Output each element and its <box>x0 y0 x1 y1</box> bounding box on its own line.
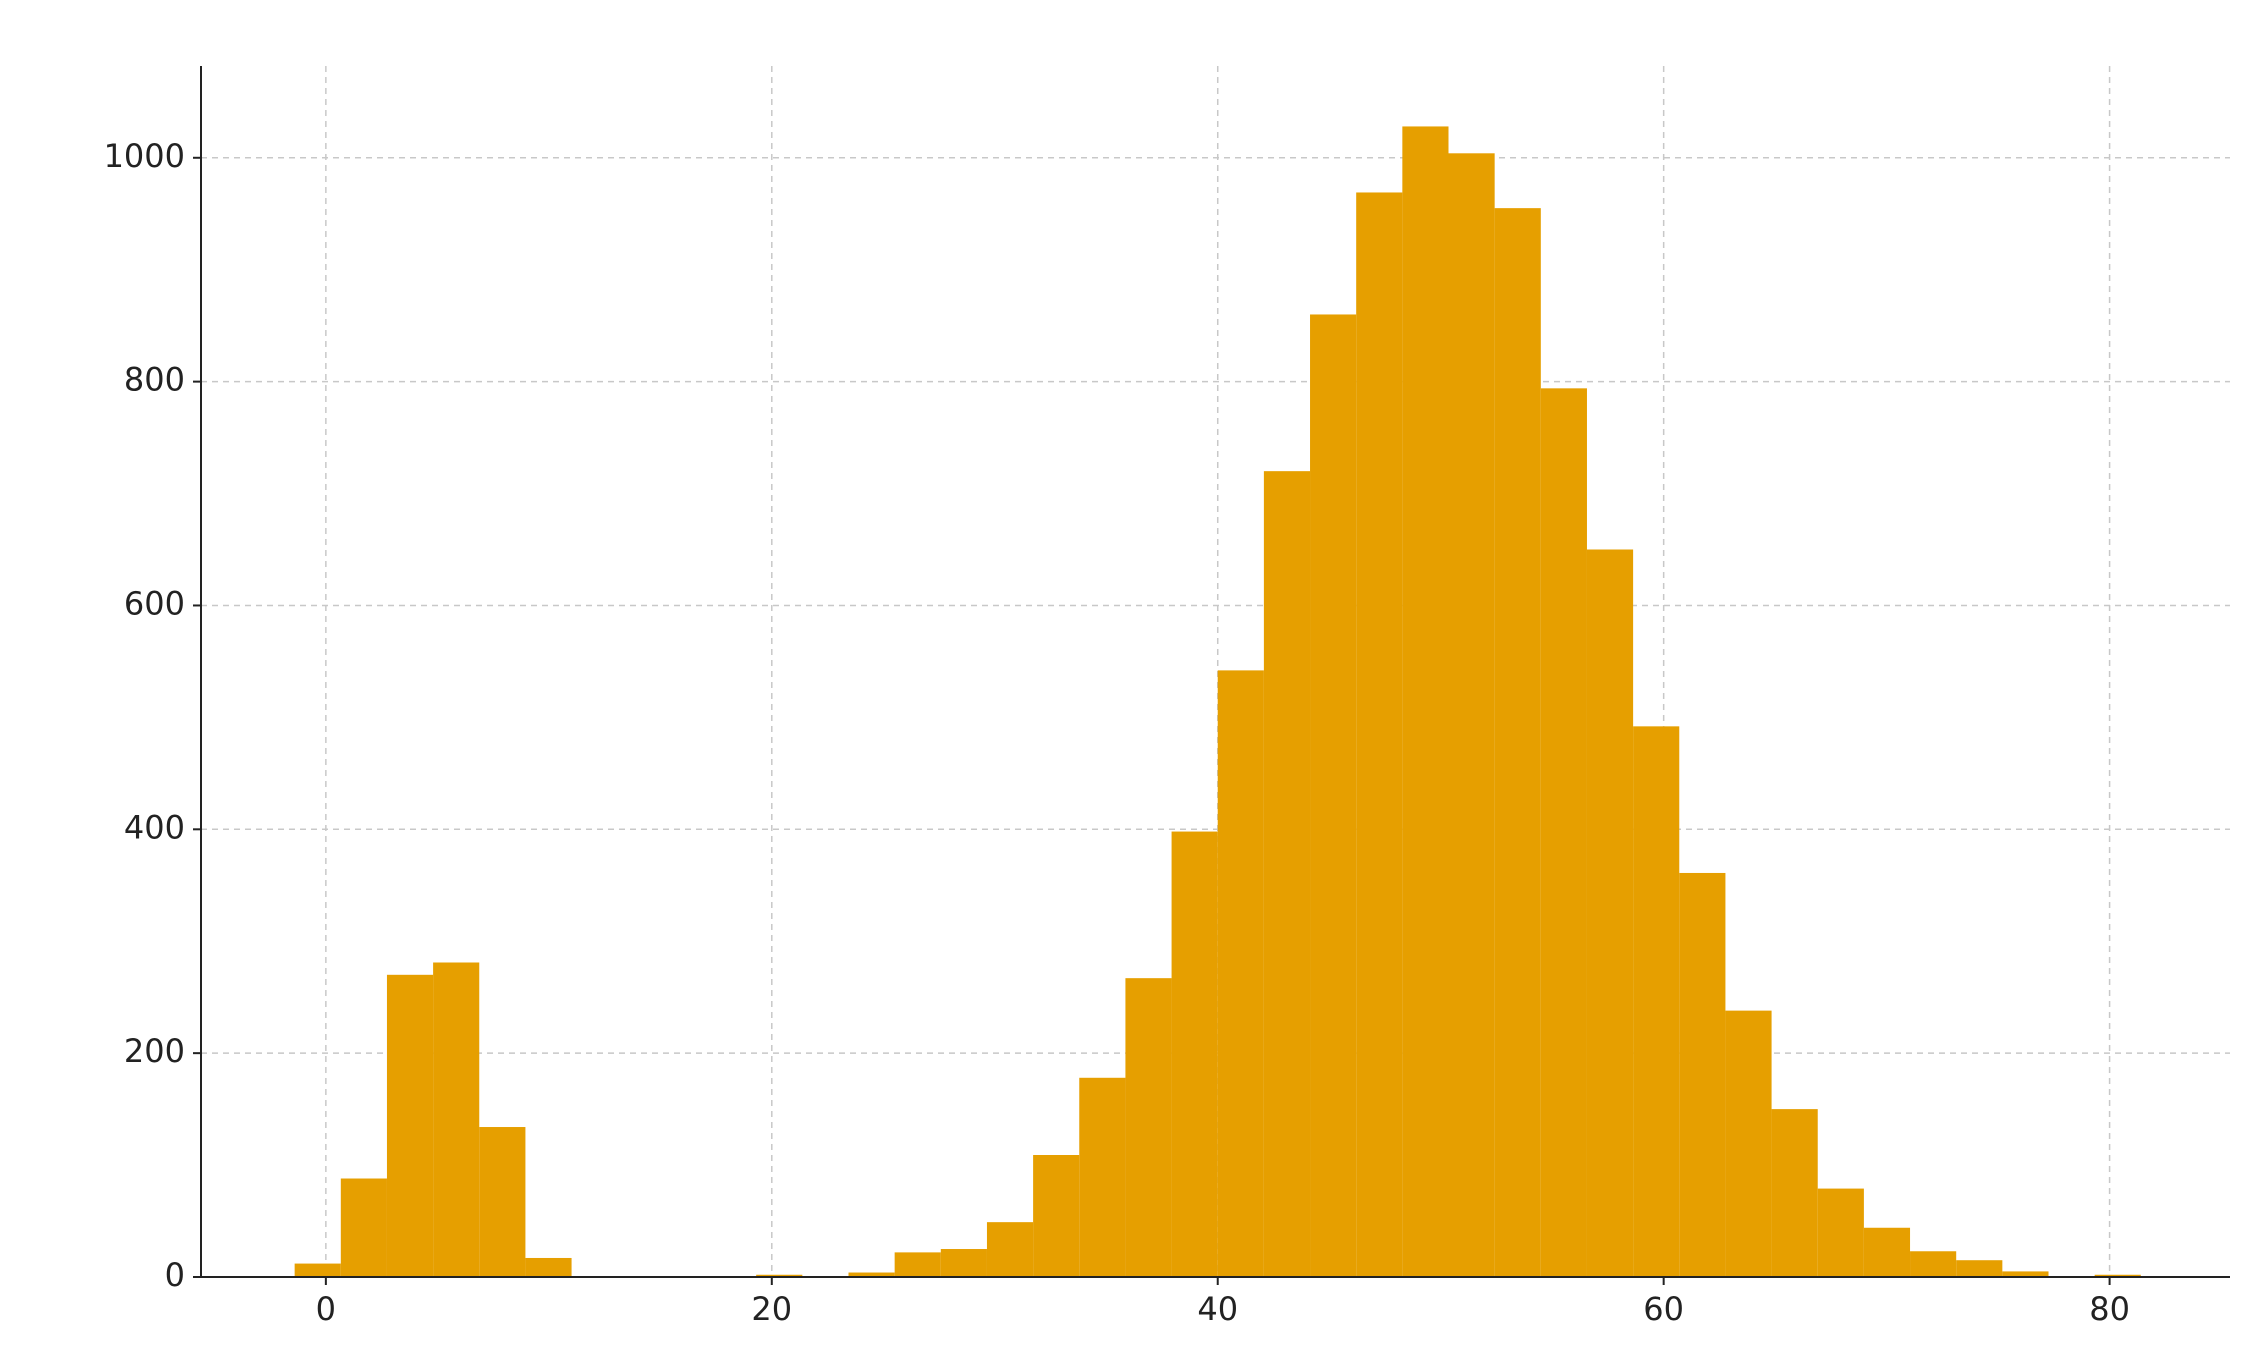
bar <box>1817 1188 1864 1277</box>
bar <box>479 1127 526 1277</box>
y-tick-label: 200 <box>124 1032 185 1070</box>
y-tick-label: 1000 <box>104 137 185 175</box>
x-tick-label: 60 <box>1643 1290 1684 1328</box>
bar <box>940 1249 987 1277</box>
bar <box>1217 670 1264 1277</box>
bar <box>1310 314 1357 1277</box>
bar <box>1079 1077 1126 1277</box>
bar <box>386 974 434 1277</box>
bar <box>1910 1251 1957 1277</box>
y-tick-label: 400 <box>124 808 185 846</box>
bar <box>1263 471 1311 1278</box>
bar <box>2002 1271 2049 1277</box>
x-tick-label: 20 <box>751 1290 792 1328</box>
bar <box>525 1257 572 1277</box>
bar <box>1125 978 1172 1277</box>
bar <box>340 1178 387 1277</box>
bar <box>1586 549 1634 1277</box>
bar <box>1494 208 1541 1278</box>
bar <box>2094 1274 2141 1277</box>
y-tick-label: 600 <box>124 584 185 622</box>
bar <box>1540 388 1587 1277</box>
bar <box>1679 872 1726 1277</box>
bar <box>848 1272 895 1277</box>
x-tick-label: 40 <box>1197 1290 1238 1328</box>
x-tick-label: 80 <box>2089 1290 2130 1328</box>
bar <box>756 1274 803 1277</box>
bar <box>986 1222 1034 1277</box>
bar <box>1402 126 1449 1277</box>
bar <box>1956 1260 2003 1277</box>
bar <box>1448 153 1495 1277</box>
bar <box>1356 192 1403 1277</box>
bar <box>433 962 480 1277</box>
bar <box>894 1252 941 1277</box>
x-tick-label: 0 <box>316 1290 336 1328</box>
y-tick-label: 800 <box>124 361 185 399</box>
bar <box>1725 1010 1772 1277</box>
bar <box>1171 831 1218 1277</box>
bar <box>1033 1155 1080 1277</box>
bar <box>1633 726 1680 1277</box>
bar <box>1863 1227 1911 1277</box>
y-tick-label: 0 <box>165 1256 185 1294</box>
bar <box>1771 1109 1818 1277</box>
bar <box>294 1263 341 1277</box>
